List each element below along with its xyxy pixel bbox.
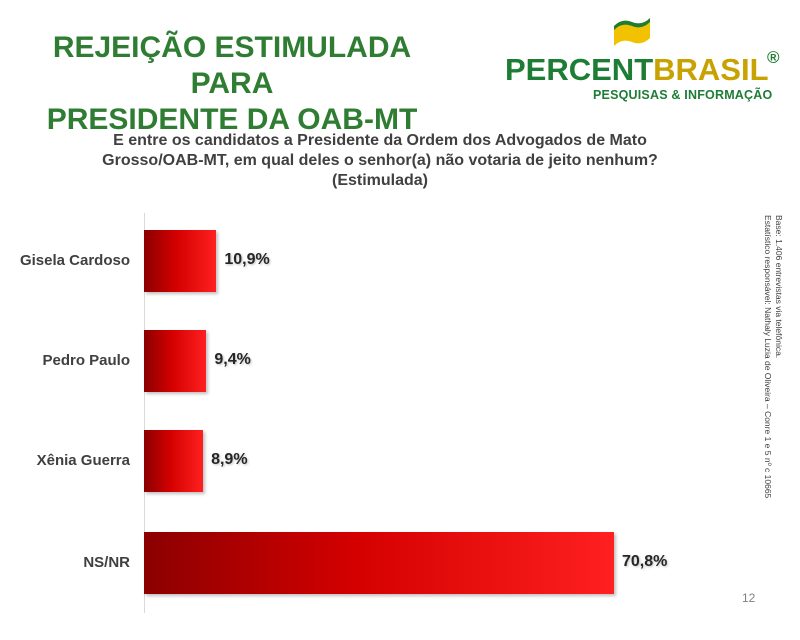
chart-title: REJEIÇÃO ESTIMULADA PARA PRESIDENTE DA O… bbox=[22, 30, 442, 138]
bar bbox=[144, 532, 614, 594]
value-label: 10,9% bbox=[224, 251, 270, 268]
bar bbox=[144, 430, 204, 492]
value-label: 8,9% bbox=[211, 451, 248, 468]
methodology-note: Base: 1.406 entrevistas via telefônica. … bbox=[762, 215, 784, 498]
page-number: 12 bbox=[742, 591, 756, 605]
value-label: 70,8% bbox=[622, 553, 668, 570]
registered-mark: ® bbox=[767, 48, 780, 67]
brazil-flag-icon bbox=[614, 18, 650, 46]
logo-tagline: PESQUISAS & INFORMAÇÃO bbox=[593, 88, 773, 102]
question-line-3: (Estimulada) bbox=[331, 172, 428, 189]
logo-wordmark: PERCENTBRASIL bbox=[505, 52, 769, 88]
category-axis-line bbox=[144, 213, 145, 613]
bar bbox=[144, 330, 207, 392]
survey-question: E entre os candidatos a Presidente da Or… bbox=[40, 131, 720, 191]
bar bbox=[144, 230, 217, 292]
question-line-1: E entre os candidatos a Presidente da Or… bbox=[113, 132, 647, 149]
value-label: 9,4% bbox=[214, 351, 251, 368]
category-label: Xênia Guerra bbox=[36, 452, 130, 469]
category-label: NS/NR bbox=[83, 554, 130, 571]
percentbrasil-logo: PERCENTBRASIL ® PESQUISAS & INFORMAÇÃO bbox=[505, 12, 790, 107]
title-line-2: PRESIDENTE DA OAB-MT bbox=[46, 103, 418, 136]
logo-word-brasil: BRASIL bbox=[653, 52, 769, 87]
category-label: Gisela Cardoso bbox=[19, 252, 130, 269]
category-label: Pedro Paulo bbox=[42, 352, 130, 369]
methodology-line-1: Base: 1.406 entrevistas via telefônica. bbox=[774, 215, 784, 359]
question-line-2: Grosso/OAB-MT, em qual deles o senhor(a)… bbox=[102, 152, 658, 169]
logo-word-percent: PERCENT bbox=[505, 52, 654, 87]
methodology-line-2: Estatístico responsável: Nathaly Luzia d… bbox=[763, 215, 773, 499]
title-line-1: REJEIÇÃO ESTIMULADA PARA bbox=[52, 31, 412, 100]
